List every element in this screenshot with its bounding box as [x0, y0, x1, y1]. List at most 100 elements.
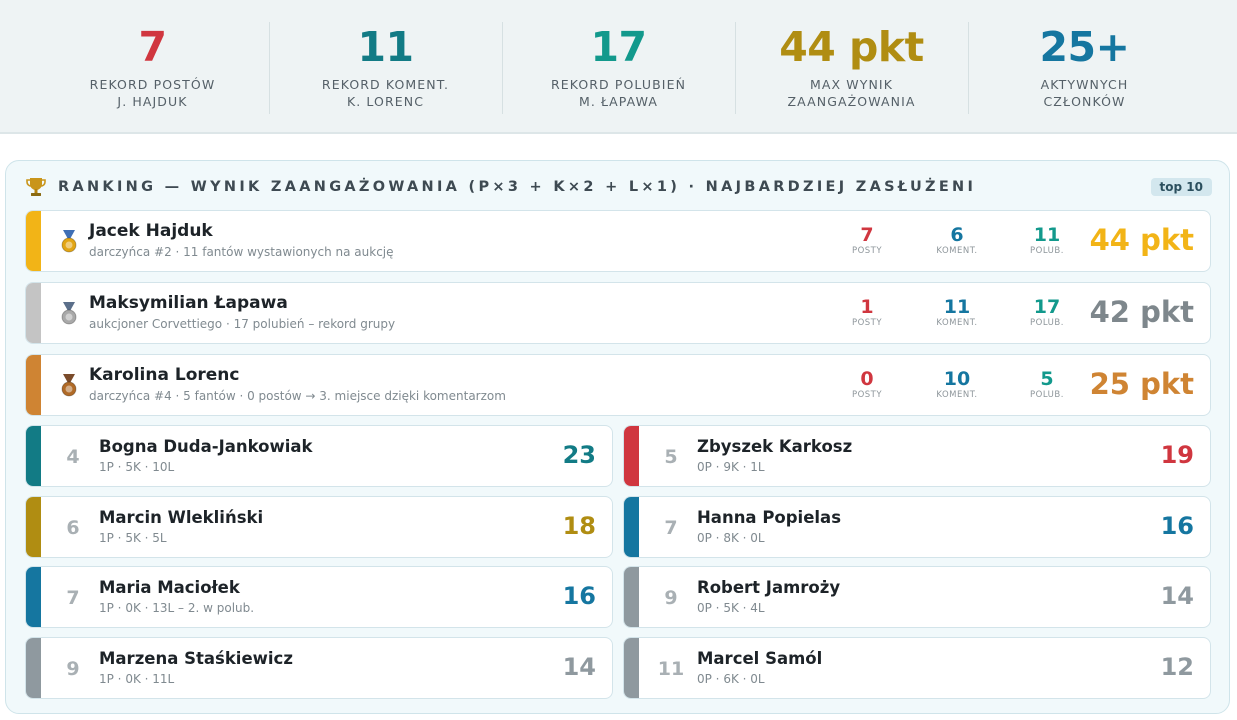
podium-row-3[interactable]: Karolina Lorenc darczyńca #4 · 5 fantów ·… — [25, 354, 1211, 416]
stat-label: REKORD POSTÓW — [89, 77, 216, 92]
stat-label-2: ZAANGAŻOWANIA — [787, 94, 916, 109]
stat-label: REKORD POLUBIEŃ — [550, 77, 687, 92]
rank-accent-bar — [26, 283, 41, 343]
likes-count: 5 — [1040, 368, 1054, 390]
ranking-card[interactable]: 9 Robert Jamroży 0P · 5K · 4L 14 — [623, 566, 1211, 628]
member-name: Maksymilian Łapawa — [89, 293, 288, 313]
ranking-card[interactable]: 5 Zbyszek Karkosz 0P · 9K · 1L 19 — [623, 425, 1211, 487]
rank-accent-bar — [624, 567, 639, 627]
ranking-card[interactable]: 11 Marcel Samól 0P · 6K · 0L 12 — [623, 636, 1211, 699]
member-details: darczyńca #4 · 5 fantów · 0 postów → 3. … — [89, 389, 506, 403]
rank-accent-bar — [26, 637, 41, 698]
posts-count: 1 — [860, 296, 874, 318]
rank-number: 7 — [66, 587, 80, 609]
member-name: Maria Maciołek — [99, 578, 240, 597]
stat-like-record: 17 REKORD POLUBIEŃ M. ŁAPAWA — [502, 18, 735, 116]
stat-label: REKORD KOMENT. — [321, 77, 450, 92]
posts-label: POSTY — [851, 318, 883, 328]
rank-number: 11 — [657, 657, 685, 680]
stat-label: MAX WYNIK — [809, 77, 893, 92]
comments-count: 6 — [950, 224, 964, 246]
ranking-header: RANKING — WYNIK ZAANGAŻOWANIA (P×3 + K×2… — [24, 174, 1214, 200]
posts-count: 0 — [860, 368, 874, 390]
member-details: 1P · 5K · 5L — [99, 530, 167, 545]
rank-accent-bar — [26, 211, 41, 271]
ranking-card[interactable]: 9 Marzena Staśkiewicz 1P · 0K · 11L 14 — [25, 636, 613, 699]
comments-label: KOMENT. — [936, 318, 978, 328]
rank-accent-bar — [26, 355, 41, 415]
posts-count: 7 — [860, 224, 874, 246]
stat-value: 25+ — [1039, 23, 1130, 71]
score: 23 — [562, 441, 596, 469]
score: 19 — [1160, 441, 1194, 469]
rank-accent-bar — [624, 426, 639, 486]
member-details: 0P · 8K · 0L — [697, 530, 765, 545]
stat-label: AKTYWNYCH — [1040, 77, 1129, 92]
likes-label: POLUB. — [1030, 246, 1064, 256]
stat-post-record: 7 REKORD POSTÓW J. HAJDUK — [36, 18, 269, 116]
rank-number: 4 — [66, 446, 80, 468]
stat-value: 44 pkt — [779, 23, 924, 71]
stat-comment-record: 11 REKORD KOMENT. K. LORENC — [269, 18, 502, 116]
stat-holder: K. LORENC — [346, 94, 425, 109]
likes-stat: 17 POLUB. — [1017, 297, 1077, 329]
rank-number: 9 — [66, 657, 80, 680]
bronze-medal-icon — [59, 374, 79, 398]
score: 25 pkt — [1089, 367, 1194, 401]
rank-accent-bar — [624, 637, 639, 698]
rank-number: 6 — [66, 516, 80, 539]
rank-accent-bar — [624, 496, 639, 557]
posts-stat: 7 POSTY — [837, 225, 897, 257]
ranking-card[interactable]: 7 Maria Maciołek 1P · 0K · 13L – 2. w polu… — [25, 566, 613, 628]
score: 16 — [562, 582, 596, 610]
stat-value: 11 — [357, 23, 414, 71]
member-name: Bogna Duda-Jankowiak — [99, 437, 313, 456]
stat-value: 17 — [590, 23, 647, 71]
member-name: Marzena Staśkiewicz — [99, 648, 293, 668]
rank-accent-bar — [26, 426, 41, 486]
stat-holder: J. HAJDUK — [117, 94, 188, 109]
member-details: 1P · 0K · 13L – 2. w polub. — [99, 601, 255, 615]
stat-max-score: 44 pkt MAX WYNIK ZAANGAŻOWANIA — [735, 18, 968, 116]
member-name: Jacek Hajduk — [89, 221, 213, 241]
gold-medal-icon — [59, 230, 79, 254]
rank-number: 9 — [664, 587, 678, 609]
rank-accent-bar — [26, 567, 41, 627]
podium-row-2[interactable]: Maksymilian Łapawa aukcjoner Corvettiego … — [25, 282, 1211, 344]
member-details: 1P · 5K · 10L — [99, 460, 175, 474]
comments-count: 10 — [943, 368, 971, 390]
member-details: 1P · 0K · 11L — [99, 671, 175, 686]
member-name: Robert Jamroży — [697, 578, 841, 597]
comments-stat: 6 KOMENT. — [927, 225, 987, 257]
silver-medal-icon — [59, 302, 79, 326]
comments-stat: 11 KOMENT. — [927, 297, 987, 329]
ranking-card[interactable]: 6 Marcin Wlekliński 1P · 5K · 5L 18 — [25, 495, 613, 558]
likes-label: POLUB. — [1030, 318, 1064, 328]
likes-label: POLUB. — [1030, 390, 1064, 400]
rank-number: 5 — [664, 446, 678, 468]
stat-value: 7 — [138, 23, 167, 71]
stats-strip: 7 REKORD POSTÓW J. HAJDUK 11 REKORD KOME… — [0, 0, 1237, 134]
posts-stat: 1 POSTY — [837, 297, 897, 329]
ranking-title: RANKING — WYNIK ZAANGAŻOWANIA (P×3 + K×2… — [58, 179, 977, 195]
score: 42 pkt — [1089, 295, 1194, 329]
member-name: Zbyszek Karkosz — [697, 437, 853, 456]
score: 16 — [1160, 511, 1194, 540]
posts-stat: 0 POSTY — [837, 369, 897, 401]
likes-count: 11 — [1033, 224, 1061, 246]
member-name: Marcel Samól — [697, 648, 823, 668]
score: 12 — [1160, 652, 1194, 681]
likes-stat: 11 POLUB. — [1017, 225, 1077, 257]
ranking-card[interactable]: 7 Hanna Popielas 0P · 8K · 0L 16 — [623, 495, 1211, 558]
score: 14 — [1160, 582, 1194, 610]
posts-label: POSTY — [851, 390, 883, 400]
podium-row-1[interactable]: Jacek Hajduk darczyńca #2 · 11 fantów wys… — [25, 210, 1211, 272]
comments-label: KOMENT. — [936, 390, 978, 400]
comments-label: KOMENT. — [936, 246, 978, 256]
member-name: Marcin Wlekliński — [99, 507, 264, 527]
ranking-panel: RANKING — WYNIK ZAANGAŻOWANIA (P×3 + K×2… — [5, 160, 1230, 714]
member-details: aukcjoner Corvettiego · 17 polubień – re… — [89, 317, 396, 331]
ranking-card[interactable]: 4 Bogna Duda-Jankowiak 1P · 5K · 10L 23 — [25, 425, 613, 487]
stat-holder: M. ŁAPAWA — [578, 94, 659, 109]
score: 44 pkt — [1089, 223, 1194, 257]
